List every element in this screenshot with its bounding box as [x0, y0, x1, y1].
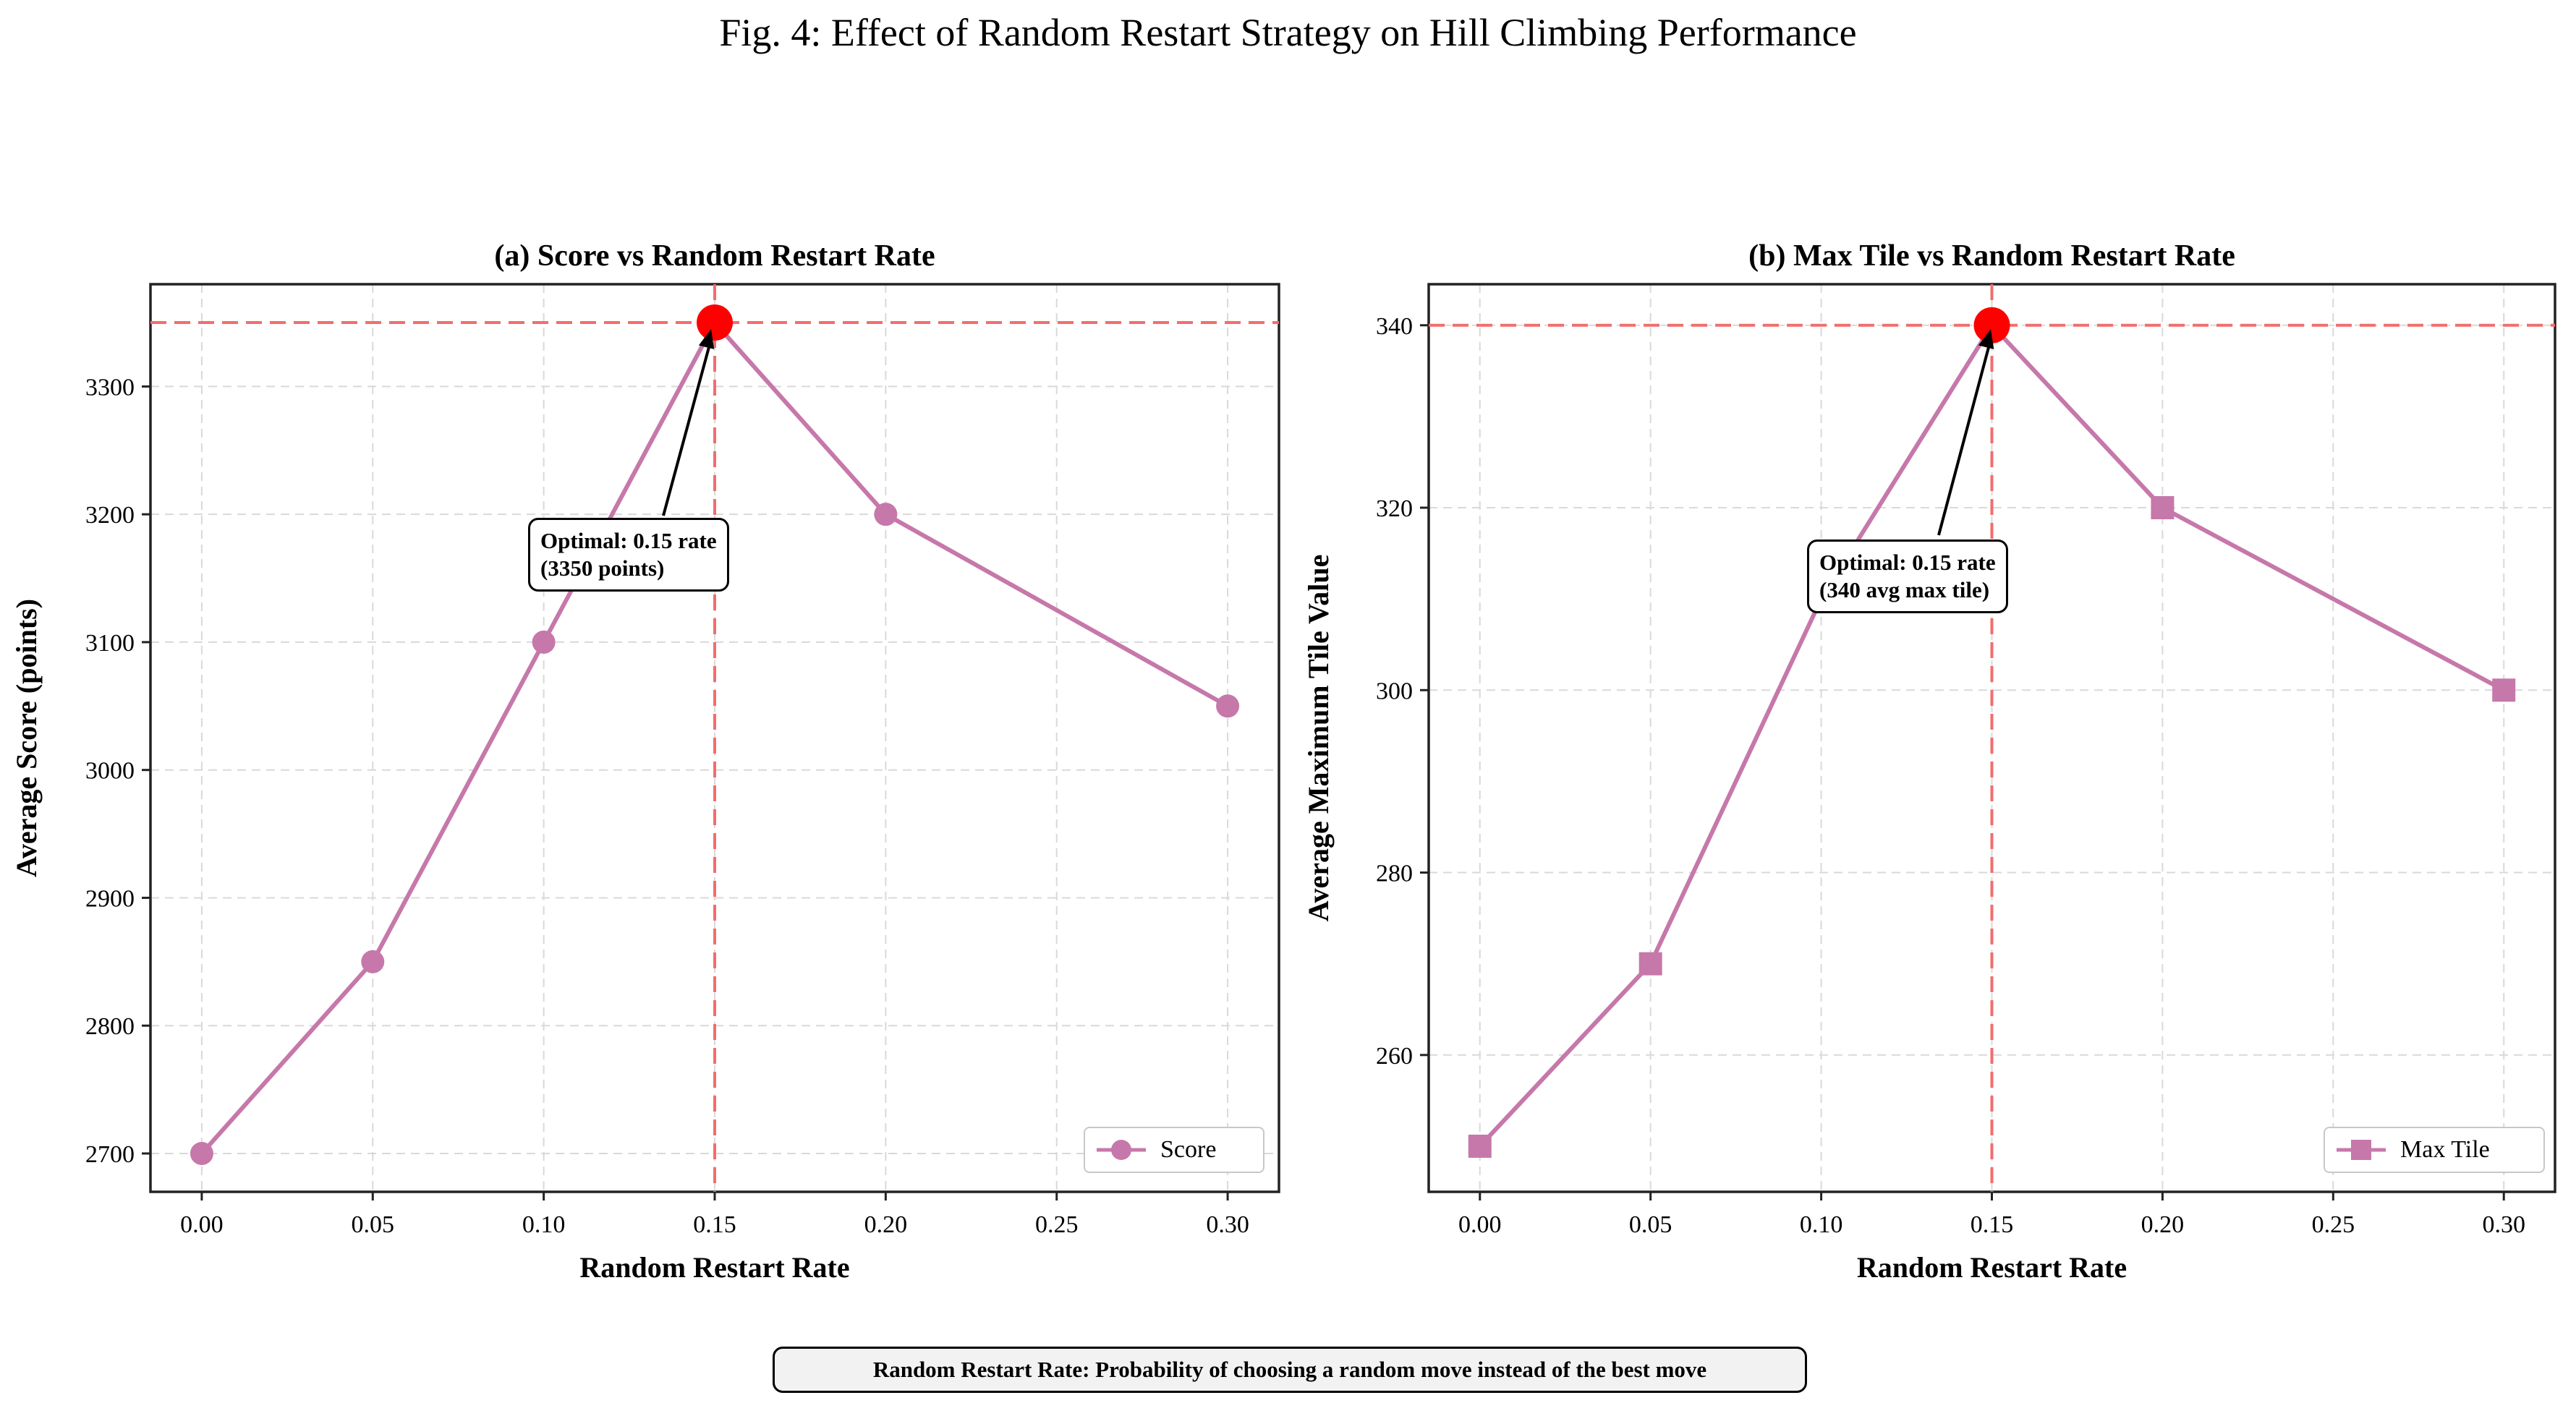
optimal-point-marker — [1973, 307, 2010, 344]
chart-panel-0: 0.00 0.05 0.10 0.15 0.20 0.25 0.30 2700 2800 2900… — [10, 239, 1280, 1284]
y-tick-label: 2900 — [85, 885, 135, 912]
x-tick-label: 0.20 — [2141, 1211, 2185, 1238]
x-tick-label: 0.10 — [1800, 1211, 1843, 1238]
y-tick-label: 2800 — [85, 1013, 135, 1040]
x-axis-label: Random Restart Rate — [1857, 1251, 2127, 1284]
x-tick-label: 0.25 — [2312, 1211, 2355, 1238]
x-tick-label: 0.10 — [522, 1211, 566, 1238]
legend-label: Max Tile — [2400, 1136, 2490, 1163]
subplot-title: (a) Score vs Random Restart Rate — [494, 239, 935, 273]
data-point-square — [1468, 1134, 1492, 1158]
annotation-box-score: Optimal: 0.15 rate (3350 points) — [528, 518, 729, 592]
x-tick-label: 0.05 — [1629, 1211, 1672, 1238]
data-point-circle — [361, 950, 385, 973]
annotation-box-maxtile: Optimal: 0.15 rate (340 avg max tile) — [1807, 540, 2008, 613]
annotation-line-2: (340 avg max tile) — [1819, 577, 1990, 602]
annotation-line-1: Optimal: 0.15 rate — [1819, 550, 1996, 575]
x-tick-label: 0.00 — [180, 1211, 224, 1238]
data-point-circle — [190, 1141, 213, 1165]
series-line — [1478, 323, 2505, 1148]
annotation-line-2: (3350 points) — [540, 555, 665, 581]
data-point-square — [1638, 952, 1662, 976]
x-tick-label: 0.05 — [352, 1211, 395, 1238]
y-tick-label: 320 — [1376, 495, 1413, 522]
x-tick-label: 0.30 — [1206, 1211, 1249, 1238]
optimal-point-marker — [697, 304, 733, 341]
legend-square-marker-icon — [2337, 1140, 2386, 1160]
y-tick-label: 260 — [1376, 1043, 1413, 1070]
legend-circle-marker-icon — [1097, 1140, 1146, 1160]
x-tick-label: 0.00 — [1458, 1211, 1502, 1238]
annotation-arrow-shaft — [662, 338, 713, 516]
data-point-circle — [1216, 694, 1240, 718]
annotation-arrow-head — [698, 329, 715, 349]
x-axis-label: Random Restart Rate — [579, 1251, 849, 1284]
chart-panel-1: 0.00 0.05 0.10 0.15 0.20 0.25 0.30 260 280 300 320… — [1302, 239, 2556, 1284]
subplot-title: (b) Max Tile vs Random Restart Rate — [1748, 239, 2235, 273]
series-line — [200, 320, 1229, 1155]
x-tick-label: 0.30 — [2482, 1211, 2525, 1238]
figure-title: Fig. 4: Effect of Random Restart Strateg… — [719, 11, 1857, 54]
y-axis-label: Average Score (points) — [10, 599, 43, 877]
annotation-line-1: Optimal: 0.15 rate — [540, 528, 717, 553]
annotation-arrow-shaft — [1937, 338, 1992, 536]
y-tick-label: 3300 — [85, 374, 135, 401]
y-tick-label: 2700 — [85, 1141, 135, 1168]
x-tick-label: 0.20 — [864, 1211, 908, 1238]
y-tick-label: 3100 — [85, 630, 135, 657]
data-point-square — [2492, 678, 2516, 702]
legend-score: Score — [1084, 1127, 1264, 1173]
annotation-arrow-head — [1978, 329, 1994, 349]
y-axis-label: Average Maximum Tile Value — [1302, 555, 1335, 922]
legend-maxtile: Max Tile — [2324, 1127, 2545, 1173]
x-tick-label: 0.15 — [1971, 1211, 2014, 1238]
y-tick-label: 3200 — [85, 502, 135, 529]
data-point-square — [2151, 496, 2175, 520]
data-point-circle — [874, 503, 898, 526]
y-tick-label: 280 — [1376, 861, 1413, 887]
y-tick-label: 3000 — [85, 758, 135, 785]
footnote-box: Random Restart Rate: Probability of choo… — [773, 1347, 1807, 1393]
legend-label: Score — [1160, 1136, 1217, 1163]
x-tick-label: 0.25 — [1035, 1211, 1079, 1238]
y-tick-label: 340 — [1376, 313, 1413, 340]
data-point-circle — [532, 630, 556, 654]
x-tick-label: 0.15 — [693, 1211, 736, 1238]
y-tick-label: 300 — [1376, 678, 1413, 704]
